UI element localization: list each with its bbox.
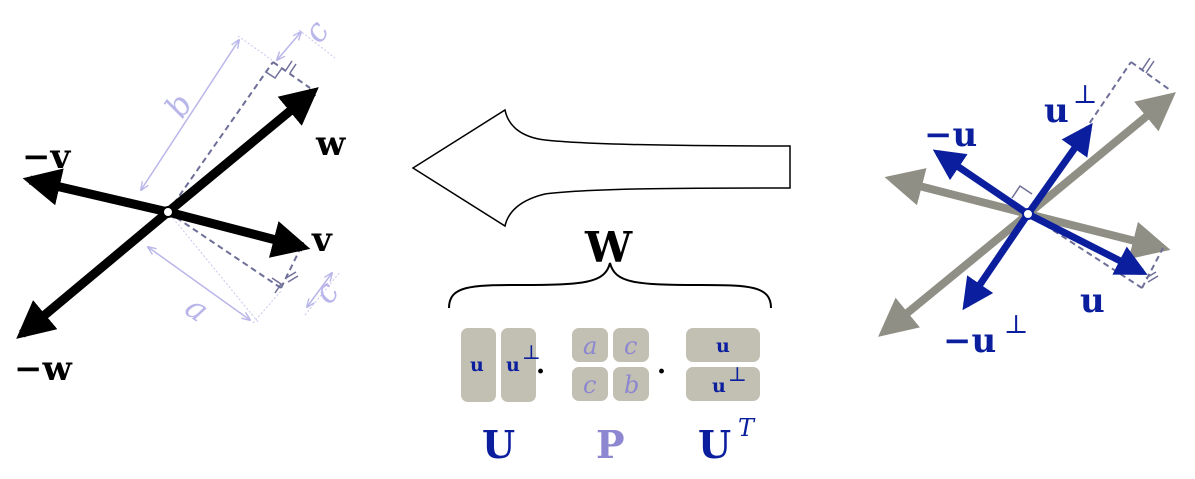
matrix-U-col1-label: u (470, 354, 484, 376)
label-neg-u: −u (924, 115, 977, 155)
dot-operator-1: · (536, 357, 545, 387)
right-panel: u −u u ⊥ −u ⊥ (878, 57, 1176, 361)
arrow-neg-v (22, 168, 170, 217)
measure-b (141, 40, 239, 190)
gray-arrow-1 (1025, 92, 1176, 218)
matrix-U-col1 (461, 328, 496, 402)
matrix-UT: u u ⊥ U T (686, 328, 760, 467)
label-neg-u-perp: −u (943, 321, 996, 361)
matrix-P-c1-label: c (624, 332, 637, 360)
matrix-UT-name-sup: T (738, 414, 756, 442)
dot-operator-2: · (657, 357, 666, 387)
matrix-UT-row2-label: u (712, 375, 726, 397)
gray-arrow-2 (878, 210, 1031, 337)
label-b: b (157, 86, 200, 124)
label-c-bottom: c (305, 274, 346, 311)
matrix-U-col2-sup: ⊥ (522, 340, 541, 364)
matrix-P: a c c b · P (572, 328, 666, 467)
matrix-P-cell-c1 (613, 328, 649, 362)
measure-a (148, 247, 250, 320)
label-u: u (1080, 281, 1105, 321)
center-factorization: W u u ⊥ · U a c c b · P (448, 223, 772, 467)
label-u-perp-sup: ⊥ (1073, 80, 1097, 110)
label-u-perp: u (1044, 91, 1069, 131)
measure-c-bottom (307, 273, 332, 307)
origin-point (162, 206, 174, 218)
right-angle-marks (265, 60, 299, 294)
matrix-U-col2-label: u (506, 354, 520, 376)
brace-label-W: W (584, 223, 633, 272)
matrix-P-name: P (596, 422, 625, 467)
transform-arrow (411, 108, 791, 228)
arrow-neg-u (932, 149, 1030, 217)
arrow-u (1026, 210, 1148, 276)
right-angle-marks-right (1011, 57, 1159, 283)
matrix-U: u u ⊥ · U (461, 328, 545, 467)
matrix-P-b-label: b (624, 371, 639, 399)
arrow-u-perp (1025, 122, 1093, 217)
label-c-top: c (295, 13, 336, 50)
label-neg-v: −v (22, 137, 71, 177)
matrix-UT-row2 (686, 367, 760, 401)
arrow-v (166, 207, 311, 258)
matrix-P-a-label: a (583, 332, 597, 360)
label-w: w (315, 124, 346, 164)
arrow-w (165, 87, 319, 216)
matrix-P-cell-b (613, 367, 649, 401)
measure-c-top (277, 32, 301, 60)
matrix-UT-row1-label: u (716, 335, 730, 357)
matrix-P-c2-label: c (583, 371, 596, 399)
matrix-P-cell-c2 (572, 367, 608, 401)
gray-arrow-3 (1027, 210, 1171, 260)
matrix-UT-name: U (698, 422, 731, 467)
projection-lines (167, 61, 311, 289)
arrow-neg-u-perp (962, 212, 1031, 311)
matrix-U-col2 (501, 328, 536, 402)
curly-brace (448, 262, 772, 309)
left-panel: w −w v −v b c a c (14, 13, 347, 389)
matrix-UT-row2-sup: ⊥ (728, 362, 747, 386)
label-a: a (178, 288, 216, 330)
label-neg-u-perp-sup: ⊥ (1004, 310, 1028, 340)
arrow-neg-w (16, 208, 171, 339)
label-v: v (311, 220, 333, 260)
matrix-P-cell-a (572, 328, 608, 362)
label-neg-w: −w (14, 349, 72, 389)
matrix-U-name: U (482, 422, 515, 467)
matrix-UT-row1 (686, 328, 760, 362)
gray-arrow-4 (884, 168, 1029, 218)
origin-point-right (1022, 208, 1034, 220)
